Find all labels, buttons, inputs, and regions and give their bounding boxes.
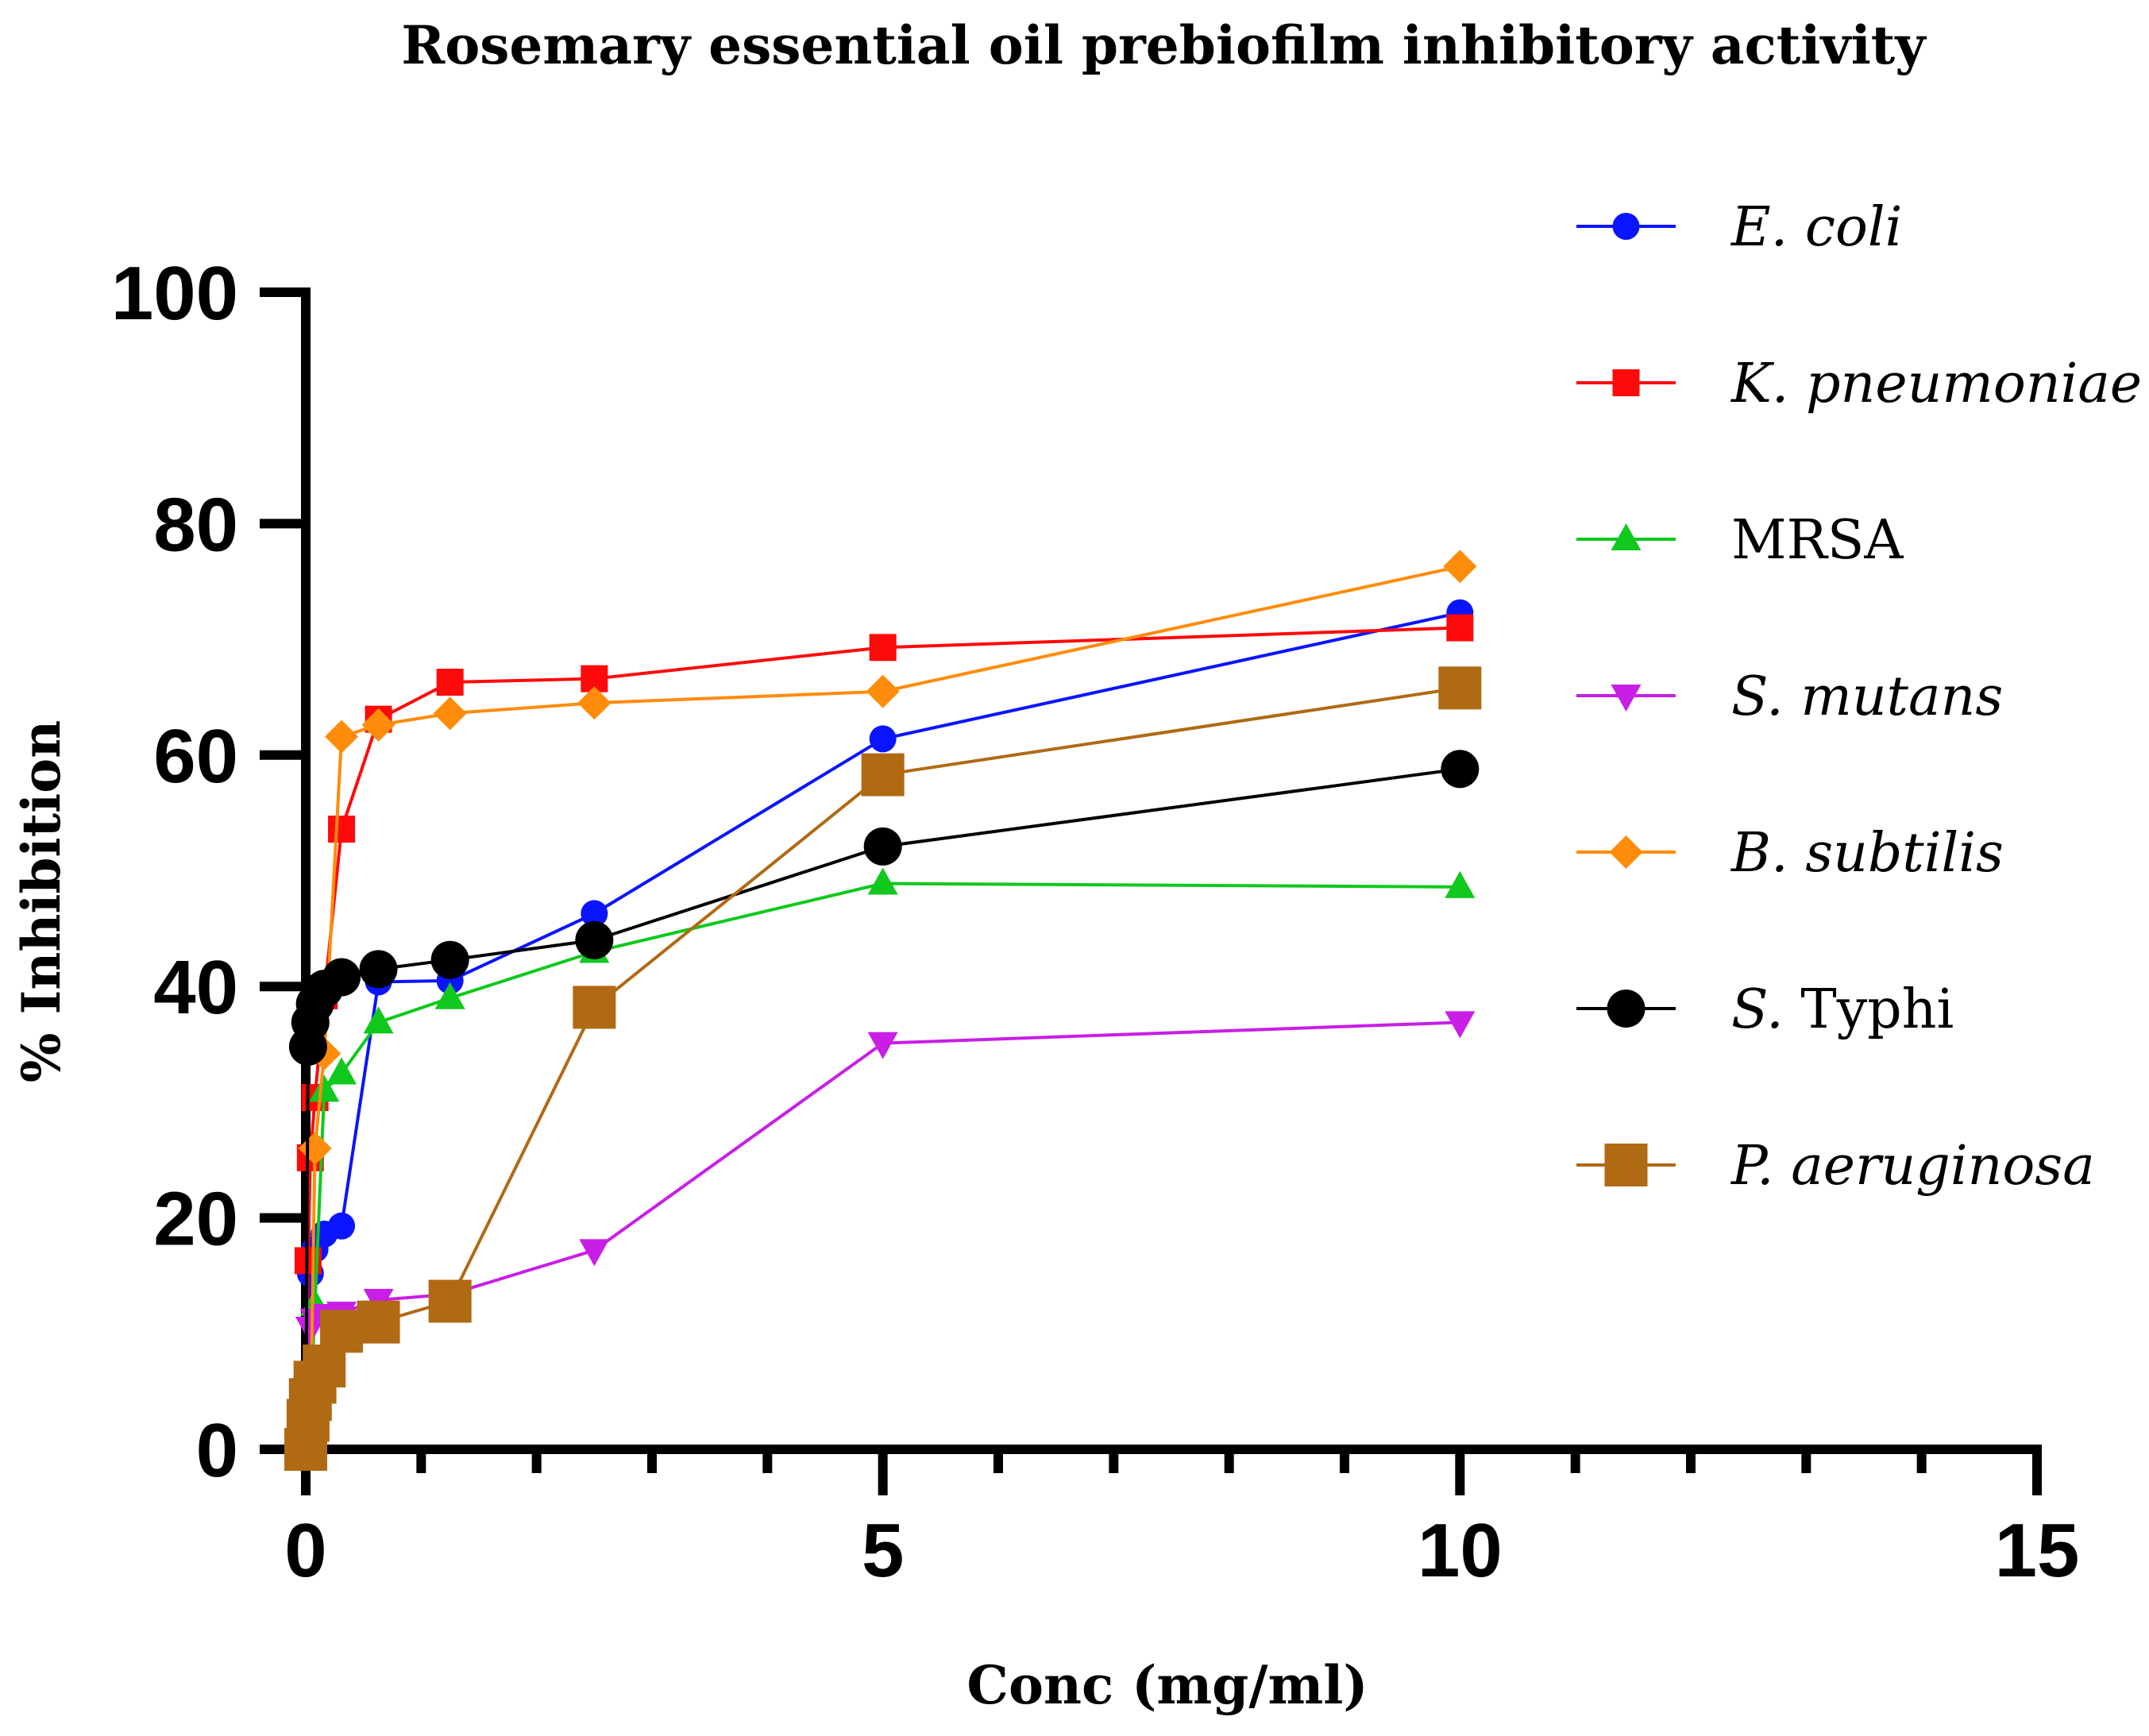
- legend-marker: [1612, 213, 1640, 240]
- axes: 0 5 10 15 0 20 40 60 80 100: [111, 251, 2080, 1593]
- legend-marker: [1609, 835, 1643, 869]
- data-point-s-mutans: [867, 1032, 898, 1059]
- legend-label-italic: E. coli: [1730, 196, 1902, 259]
- data-point-b-subtilis: [1443, 550, 1477, 584]
- legend-marker: [1612, 369, 1640, 396]
- legend-label-italic: S.: [1731, 978, 1784, 1041]
- legend-item-k-pneumoniae: K. pneumoniae: [1576, 353, 2142, 415]
- legend-label-roman: MRSA: [1731, 509, 1904, 572]
- data-point-s-typhi: [322, 958, 361, 997]
- series-line-p-aeruginosa: [304, 686, 1460, 1450]
- data-point-mrsa: [867, 867, 898, 895]
- legend-item-e-coli: E. coli: [1576, 196, 1902, 259]
- data-point-p-aeruginosa: [1438, 666, 1482, 710]
- x-axis-label: Conc (mg/ml): [966, 1654, 1368, 1716]
- chart-title: Rosemary essential oil prebiofilm inhibi…: [401, 14, 1927, 76]
- legend-label-italic: K. pneumoniae: [1730, 353, 2142, 415]
- legend-item-s-typhi: S. Typhi: [1576, 978, 1954, 1041]
- y-tick-label: 0: [196, 1408, 238, 1493]
- data-point-b-subtilis: [361, 708, 395, 742]
- data-point-k-pneumoniae: [1446, 614, 1474, 642]
- legend-marker: [1611, 685, 1642, 712]
- x-tick-label: 5: [862, 1508, 904, 1593]
- data-point-p-aeruginosa: [357, 1300, 400, 1344]
- data-point-p-aeruginosa: [573, 986, 616, 1029]
- series-s-typhi: [287, 750, 1480, 1468]
- legend-marker: [1607, 990, 1646, 1028]
- data-point-s-mutans: [579, 1239, 610, 1267]
- y-tick-label: 20: [153, 1177, 238, 1262]
- data-point-b-subtilis: [325, 719, 359, 754]
- data-point-e-coli: [328, 1212, 356, 1240]
- data-point-p-aeruginosa: [428, 1279, 472, 1323]
- data-point-s-typhi: [575, 920, 614, 959]
- data-point-s-typhi: [430, 940, 469, 979]
- y-axis-label: % Inhibition: [10, 720, 72, 1082]
- legend: E. coli K. pneumoniae MRSA S. mutans B. subt…: [1576, 196, 2142, 1198]
- legend-label: MRSA: [1731, 509, 1904, 572]
- x-tick-label: 0: [284, 1508, 326, 1593]
- legend-item-mrsa: MRSA: [1576, 509, 1904, 572]
- legend-label: S. Typhi: [1731, 978, 1954, 1041]
- data-point-mrsa: [434, 982, 465, 1009]
- legend-marker: [1604, 1144, 1648, 1186]
- x-tick-label: 15: [1995, 1508, 2080, 1593]
- y-tick-label: 100: [111, 251, 238, 336]
- series-line-s-mutans: [304, 1020, 1460, 1450]
- y-tick-label: 40: [153, 945, 238, 1030]
- legend-marker: [1611, 523, 1642, 550]
- y-tick-label: 60: [153, 714, 238, 799]
- legend-item-s-mutans: S. mutans: [1576, 665, 2003, 728]
- legend-label-italic: B. subtilis: [1730, 822, 2004, 885]
- data-point-k-pneumoniae: [436, 669, 464, 696]
- legend-label-roman: Typhi: [1784, 978, 1954, 1041]
- series-b-subtilis: [289, 550, 1477, 1466]
- legend-label: B. subtilis: [1730, 822, 2004, 885]
- legend-label: P. aeruginosa: [1730, 1135, 2095, 1198]
- legend-label: E. coli: [1730, 196, 1902, 259]
- data-point-mrsa: [1445, 870, 1476, 898]
- data-point-s-typhi: [863, 827, 902, 866]
- y-tick-label: 80: [153, 482, 238, 567]
- legend-label-italic: P. aeruginosa: [1730, 1135, 2095, 1198]
- data-point-mrsa: [363, 1006, 394, 1034]
- data-point-b-subtilis: [866, 674, 900, 708]
- data-point-mrsa: [309, 1074, 340, 1102]
- legend-item-b-subtilis: B. subtilis: [1576, 822, 2004, 885]
- data-point-mrsa: [326, 1057, 357, 1085]
- series-line-b-subtilis: [304, 565, 1460, 1450]
- data-point-k-pneumoniae: [869, 634, 897, 662]
- series-p-aeruginosa: [284, 666, 1482, 1471]
- legend-label-italic: S. mutans: [1731, 665, 2003, 728]
- series-layer: [284, 550, 1482, 1471]
- data-point-b-subtilis: [433, 696, 467, 731]
- data-point-s-typhi: [1441, 750, 1480, 789]
- legend-item-p-aeruginosa: P. aeruginosa: [1576, 1135, 2095, 1198]
- data-point-s-mutans: [1445, 1011, 1476, 1039]
- legend-label: S. mutans: [1731, 665, 2003, 728]
- data-point-s-typhi: [359, 950, 398, 989]
- data-point-e-coli: [581, 900, 608, 928]
- data-point-b-subtilis: [577, 686, 612, 720]
- data-point-e-coli: [869, 725, 897, 753]
- data-point-p-aeruginosa: [320, 1310, 364, 1353]
- series-s-mutans: [291, 1011, 1476, 1465]
- series-e-coli: [292, 599, 1474, 1463]
- legend-label: K. pneumoniae: [1730, 353, 2142, 415]
- data-point-p-aeruginosa: [861, 753, 905, 797]
- data-point-k-pneumoniae: [328, 816, 356, 843]
- x-tick-label: 10: [1418, 1508, 1503, 1593]
